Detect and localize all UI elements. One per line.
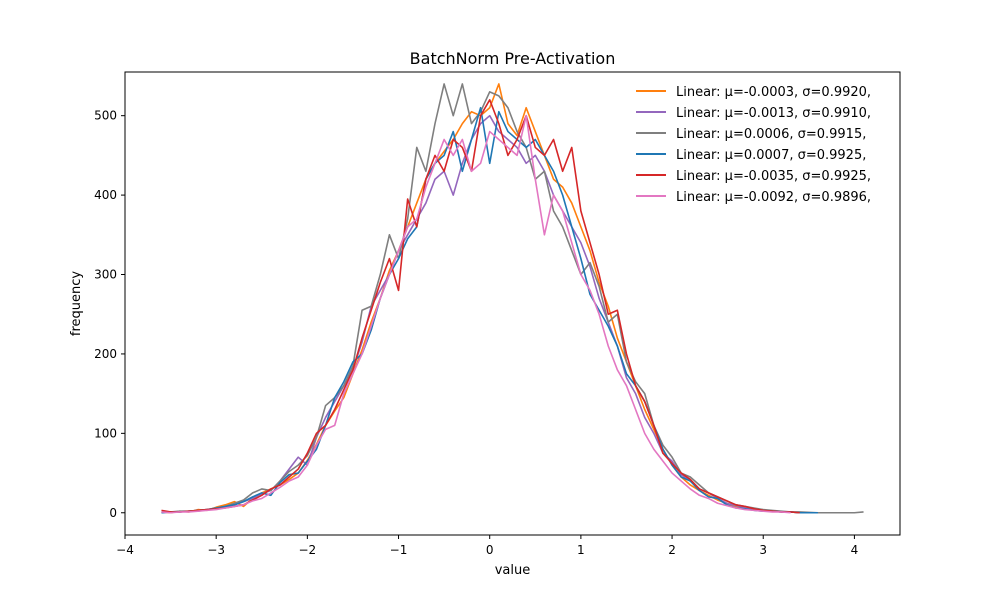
x-tick-label: −3 — [207, 543, 225, 557]
legend-label: Linear: μ=-0.0013, σ=0.9910, — [676, 106, 871, 121]
axes-frame — [124, 71, 901, 536]
x-tick-label: −1 — [390, 543, 408, 557]
legend-label: Linear: μ=0.0007, σ=0.9925, — [676, 148, 866, 163]
x-tick-label: 1 — [577, 543, 585, 557]
series-line-5 — [161, 99, 800, 514]
series-line-6 — [161, 114, 791, 514]
legend-label: Linear: μ=-0.0092, σ=0.9896, — [676, 190, 871, 205]
series-layer — [161, 83, 864, 514]
legend: Linear: μ=-0.0003, σ=0.9920, Linear: μ=-0… — [636, 85, 871, 205]
y-tick-label: 100 — [94, 426, 117, 440]
x-axis-label: value — [495, 563, 531, 578]
x-axis-ticks: −4 −3 −2 −1 0 1 2 3 4 — [116, 535, 858, 557]
y-tick-label: 0 — [109, 506, 117, 520]
y-axis-label: frequency — [69, 271, 84, 337]
x-tick-label: 3 — [759, 543, 767, 557]
legend-label: Linear: μ=-0.0003, σ=0.9920, — [676, 85, 871, 100]
legend-label: Linear: μ=0.0006, σ=0.9915, — [676, 127, 866, 142]
series-line-4 — [161, 106, 818, 514]
x-tick-label: −2 — [299, 543, 317, 557]
y-tick-label: 400 — [94, 188, 117, 202]
chart-title: BatchNorm Pre-Activation — [410, 49, 616, 68]
y-tick-label: 500 — [94, 109, 117, 123]
x-tick-label: −4 — [116, 543, 134, 557]
y-tick-label: 300 — [94, 268, 117, 282]
legend-label: Linear: μ=-0.0035, σ=0.9925, — [676, 169, 871, 184]
x-tick-label: 4 — [851, 543, 859, 557]
x-tick-label: 2 — [668, 543, 676, 557]
y-axis-ticks: 0 100 200 300 400 500 — [94, 109, 125, 520]
x-tick-label: 0 — [486, 543, 494, 557]
y-tick-label: 200 — [94, 347, 117, 361]
plot-area — [161, 83, 864, 514]
